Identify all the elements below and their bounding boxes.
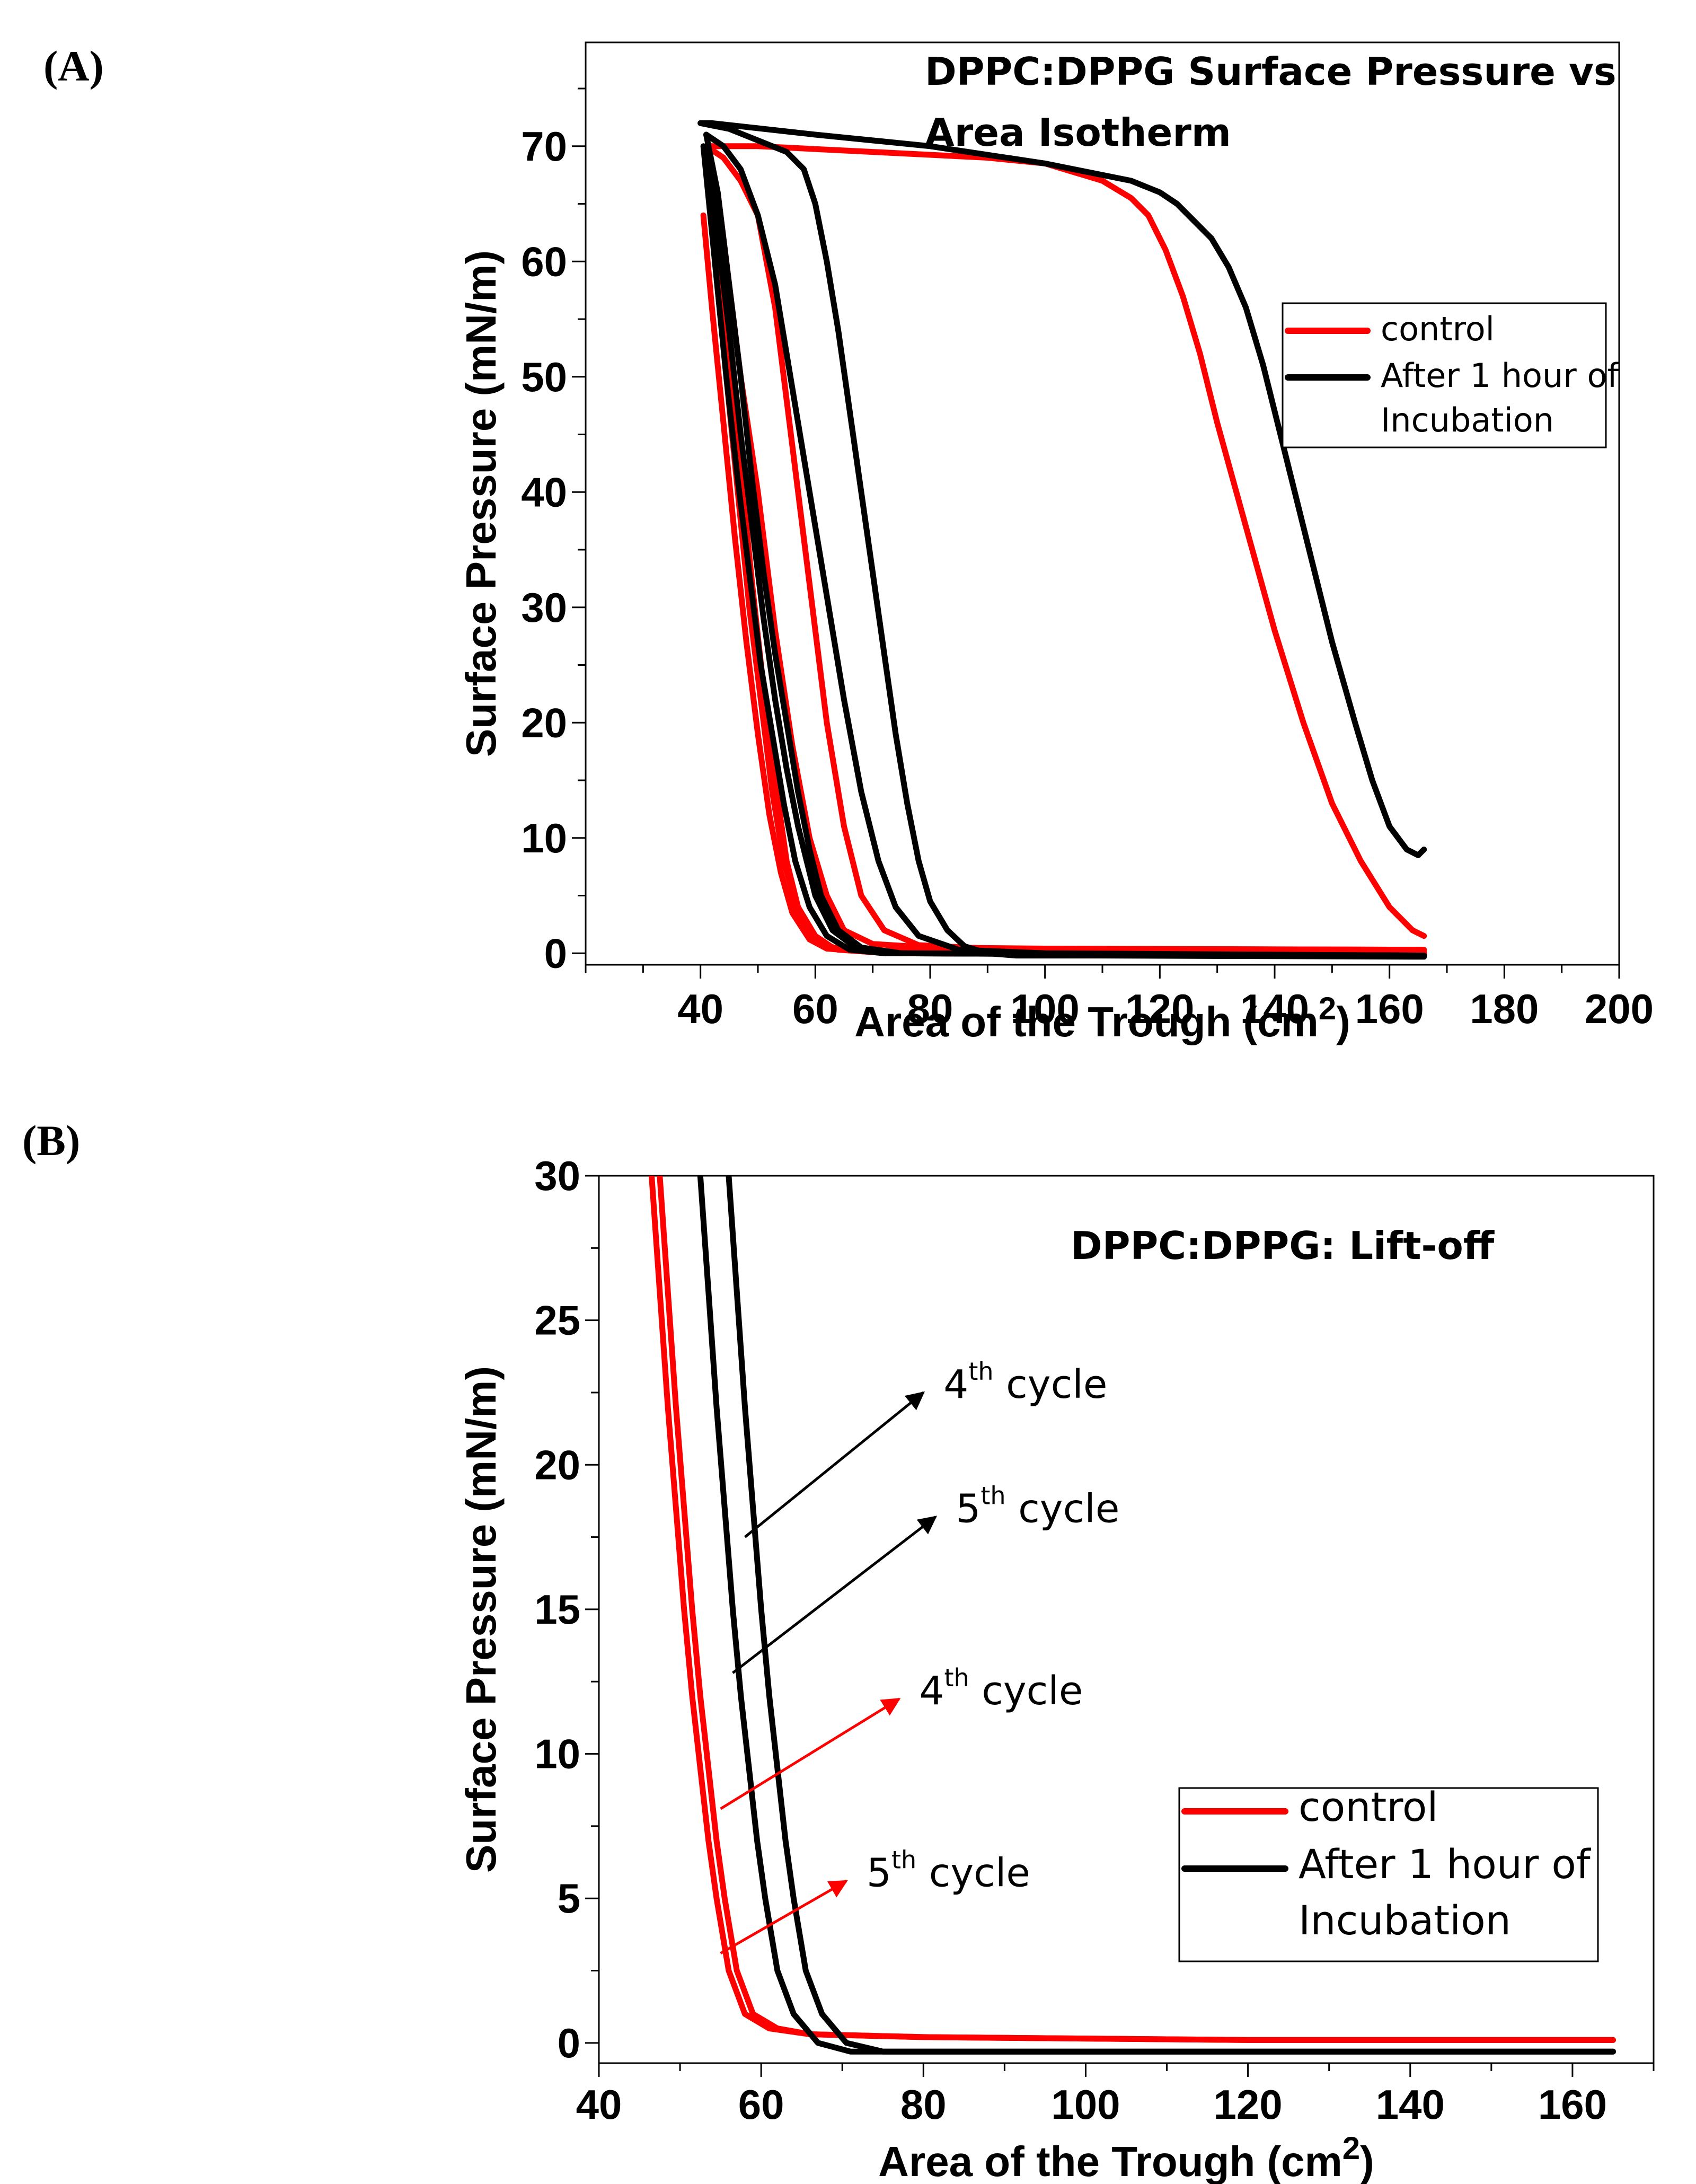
- y-tick-label: 0: [544, 930, 567, 976]
- control-series-line-3: [703, 143, 1427, 955]
- y-tick-label: 10: [521, 815, 567, 861]
- x-tick-label: 80: [907, 985, 953, 1032]
- x-tick-label: 40: [576, 2081, 622, 2128]
- x-tick-label: 160: [1355, 985, 1424, 1032]
- control-series-line-2: [703, 143, 1427, 953]
- control-series-line-0: [703, 143, 1427, 939]
- x-axis-title-main: Area of the Trough (cm: [854, 998, 1319, 1045]
- annotation-label-2: 4th cycle: [919, 1663, 1083, 1714]
- plot-frame: [598, 1175, 1655, 2064]
- annotation-arrow-0: [744, 1391, 925, 1538]
- y-tick-label: 40: [521, 469, 567, 515]
- y-tick-label: 15: [534, 1586, 580, 1633]
- annotation-label-0: 4th cycle: [943, 1357, 1107, 1407]
- x-axis-title-main: Area of the Trough (cm: [878, 2138, 1342, 2184]
- incubation-series-line-11: [700, 143, 1427, 959]
- y-axis-title: Surface Pressure (mN/m): [457, 1366, 505, 1873]
- y-tick-label: 60: [521, 238, 567, 285]
- x-axis-title-sup: 2: [1342, 2130, 1360, 2166]
- chart-title: Area Isotherm: [925, 110, 1231, 155]
- annotation-space: [994, 1362, 1006, 1407]
- x-tick-label: 60: [792, 985, 838, 1032]
- y-tick-label: 30: [534, 1152, 580, 1199]
- legend-label: Incubation: [1381, 401, 1554, 439]
- annotation-number: 4: [943, 1362, 968, 1407]
- legend-label: After 1 hour of: [1298, 1840, 1592, 1888]
- y-axis-title: Surface Pressure (mN/m): [457, 250, 505, 757]
- legend-label: After 1 hour of: [1381, 356, 1620, 395]
- chart-title: DPPC:DPPG Surface Pressure vs: [925, 49, 1616, 94]
- x-axis-title-sup: 2: [1319, 991, 1336, 1026]
- x-tick-label: 180: [1470, 985, 1539, 1032]
- x-tick-label: 160: [1538, 2081, 1607, 2128]
- x-tick-label: 100: [1011, 985, 1080, 1032]
- series-group: [649, 1176, 1616, 2055]
- annotation-arrow-2: [720, 1697, 901, 1810]
- incubation-series-line-10: [703, 143, 1427, 959]
- incubation-series-line-3: [726, 1176, 1616, 2055]
- annotation-sup: th: [968, 1357, 993, 1386]
- control-series-line-4: [700, 212, 1427, 956]
- y-tick-label: 25: [534, 1297, 580, 1344]
- annotation-number: 5: [867, 1850, 891, 1896]
- y-tick-label: 30: [521, 584, 567, 631]
- x-axis-title-end: ): [1360, 2138, 1374, 2184]
- legend-label: control: [1381, 310, 1495, 348]
- annotation-space: [916, 1850, 929, 1896]
- annotation-cycle: cycle: [1018, 1486, 1119, 1531]
- panel-label-a: (A): [43, 42, 104, 90]
- annotation-sup: th: [891, 1845, 916, 1874]
- control-series-line-1: [703, 143, 1427, 953]
- annotation-label-1: 5th cycle: [956, 1481, 1119, 1531]
- legend-box: [1178, 1787, 1599, 1962]
- annotation-arrow-1: [732, 1516, 938, 1674]
- chart-panel-a: 40 60 80 100 120 140 160 180 200 0 10 20 30 40 50 60 70 A…: [457, 41, 1654, 1045]
- annotation-number: 5: [956, 1486, 980, 1531]
- incubation-series-line-8: [703, 131, 1427, 959]
- y-tick-label: 5: [558, 1875, 580, 1922]
- y-tick-label: 70: [521, 123, 567, 170]
- annotation-space: [1006, 1486, 1019, 1531]
- y-tick-label: 0: [558, 2020, 580, 2066]
- x-tick-label: 120: [1214, 2081, 1283, 2128]
- control-series-line-1: [657, 1176, 1616, 2043]
- annotation-label-3: 5th cycle: [867, 1845, 1030, 1896]
- legend: control After 1 hour of Incubation: [1282, 302, 1620, 448]
- x-tick-label: 140: [1376, 2081, 1445, 2128]
- annotation-arrow-3: [720, 1880, 848, 1954]
- x-tick-label: 80: [900, 2081, 947, 2128]
- y-tick-label: 50: [521, 354, 567, 400]
- chart-title: DPPC:DPPG: Lift-off: [1071, 1223, 1495, 1268]
- x-axis-title: Area of the Trough (cm2): [878, 2130, 1374, 2184]
- x-axis-title: Area of the Trough (cm2): [854, 991, 1350, 1045]
- control-series-line-5: [703, 143, 1427, 956]
- x-tick-label: 120: [1125, 985, 1194, 1032]
- annotation-cycle: cycle: [1006, 1362, 1107, 1407]
- annotation-space: [969, 1668, 982, 1714]
- annotation-cycle: cycle: [929, 1850, 1030, 1896]
- y-tick-label: 10: [534, 1731, 580, 1777]
- incubation-series-line-6: [697, 120, 1427, 858]
- y-tick-label: 20: [534, 1441, 580, 1488]
- x-tick-label: 60: [738, 2081, 784, 2128]
- annotation-number: 4: [919, 1668, 944, 1714]
- panel-label-b: (B): [22, 1116, 81, 1165]
- legend: control After 1 hour of Incubation: [1178, 1783, 1599, 1962]
- x-tick-label: 40: [677, 985, 723, 1032]
- x-axis-title-end: ): [1336, 998, 1350, 1045]
- legend-label: Incubation: [1298, 1897, 1511, 1944]
- annotation-sup: th: [980, 1481, 1005, 1510]
- y-tick-label: 20: [521, 699, 567, 746]
- series-group: [697, 120, 1427, 960]
- x-tick-label: 200: [1585, 985, 1654, 1032]
- annotation-sup: th: [944, 1663, 969, 1692]
- annotation-cycle: cycle: [982, 1668, 1083, 1714]
- x-tick-label: 140: [1240, 985, 1309, 1032]
- x-tick-label: 100: [1051, 2081, 1120, 2128]
- legend-label: control: [1298, 1783, 1438, 1830]
- incubation-series-line-9: [703, 131, 1427, 959]
